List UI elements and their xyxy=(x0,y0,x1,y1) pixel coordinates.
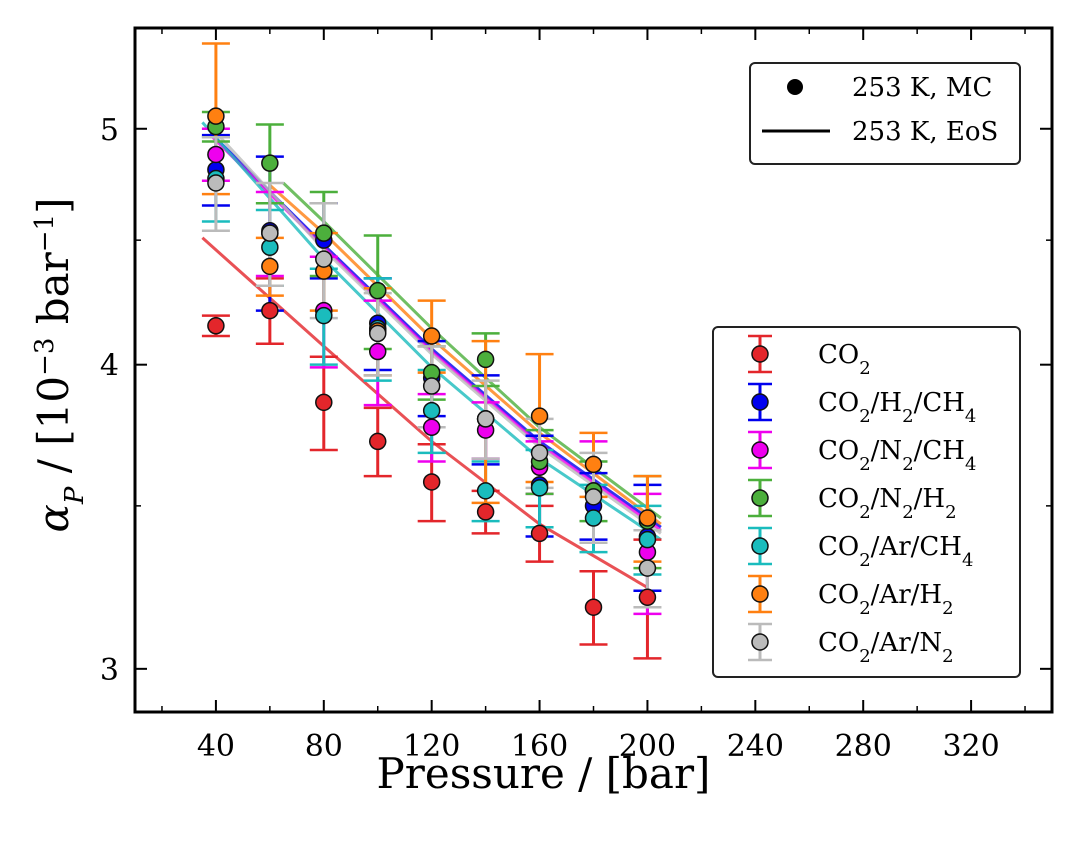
data-point xyxy=(584,509,603,527)
data-point xyxy=(261,257,279,276)
style-legend-frame xyxy=(749,62,1021,165)
legend-entry: CO2/Ar/H2 xyxy=(748,574,954,619)
data-point xyxy=(315,250,333,268)
y-tick-label: 5 xyxy=(100,113,119,148)
legend-label: CO2/Ar/CH4 xyxy=(818,532,973,571)
data-point xyxy=(315,224,333,242)
legend-label: CO2/Ar/H2 xyxy=(818,580,954,619)
legend-entry: CO2 xyxy=(748,334,871,379)
x-axis-title: Pressure / [bar] xyxy=(377,749,711,798)
data-point xyxy=(530,407,549,425)
data-point xyxy=(315,393,333,412)
x-tick-label: 320 xyxy=(942,729,999,764)
x-tick-label: 240 xyxy=(727,729,784,764)
legend-marker xyxy=(751,345,769,363)
legend-entry: CO2/N2/CH4 xyxy=(748,430,976,475)
data-point xyxy=(261,154,279,172)
data-point xyxy=(584,598,603,616)
data-point xyxy=(368,342,387,361)
legend-label: CO2 xyxy=(818,340,871,379)
data-point xyxy=(422,473,441,491)
x-tick-label: 40 xyxy=(197,729,235,764)
legend-entry: CO2/Ar/N2 xyxy=(748,622,954,667)
data-points xyxy=(207,107,657,616)
data-point xyxy=(638,559,657,577)
legend-marker xyxy=(751,393,769,411)
y-tick-label: 4 xyxy=(100,349,119,384)
data-point xyxy=(584,488,603,506)
error-bars xyxy=(201,42,662,660)
data-point xyxy=(207,317,225,335)
series-legend: CO2 CO2/H2/CH4 CO2/N2/CH4 CO2/N2/H2 CO2/Ar/C… xyxy=(712,326,1021,678)
legend-mc-label: 253 K, MC xyxy=(852,73,992,103)
data-point xyxy=(476,482,495,500)
legend-marker xyxy=(751,585,769,603)
axis-titles: Pressure / [bar] αP / [10−3 bar−1] xyxy=(29,198,710,798)
data-point xyxy=(476,503,495,521)
data-point xyxy=(207,174,225,192)
x-tick-label: 280 xyxy=(835,729,892,764)
y-axis-title: αP / [10−3 bar−1] xyxy=(29,198,90,533)
x-tick-label: 160 xyxy=(511,729,568,764)
data-point xyxy=(422,327,441,345)
data-point xyxy=(584,455,603,474)
legend-marker xyxy=(751,441,769,459)
data-point xyxy=(207,107,225,125)
legend-dot-marker xyxy=(787,79,803,95)
legend-label: CO2/H2/CH4 xyxy=(818,388,976,427)
style-legend: 253 K, MC 253 K, EoS xyxy=(749,62,1021,165)
x-tick-label: 80 xyxy=(305,729,343,764)
data-point xyxy=(638,530,657,549)
data-point xyxy=(422,401,441,420)
axes: 40 80 120 160 200 240 280 320 3 4 5 xyxy=(100,26,1054,764)
data-point xyxy=(638,509,657,527)
legend-entry: CO2/Ar/CH4 xyxy=(748,526,973,571)
legend-label: CO2/Ar/N2 xyxy=(818,628,954,667)
data-point xyxy=(476,410,495,428)
data-point xyxy=(530,444,549,462)
data-point xyxy=(207,145,225,164)
data-point xyxy=(368,281,387,300)
legend-marker xyxy=(751,537,769,555)
data-point xyxy=(638,588,657,607)
data-point xyxy=(422,418,441,437)
data-point xyxy=(422,377,441,395)
eos-line-3 xyxy=(282,181,662,520)
series-legend-frame xyxy=(712,326,1021,678)
data-point xyxy=(261,224,279,242)
legend-eos-label: 253 K, EoS xyxy=(852,117,998,147)
y-tick-label: 3 xyxy=(100,653,119,688)
data-point xyxy=(368,324,387,343)
data-point xyxy=(530,524,549,543)
x-tick-label: 200 xyxy=(619,729,676,764)
legend-entry: CO2/N2/H2 xyxy=(748,478,957,523)
legend-marker xyxy=(751,489,769,507)
data-point xyxy=(530,479,549,497)
data-point xyxy=(315,306,333,325)
legend-label: CO2/N2/CH4 xyxy=(818,436,976,475)
legend-label: CO2/N2/H2 xyxy=(818,484,957,523)
x-tick-label: 120 xyxy=(403,729,460,764)
data-point xyxy=(261,301,279,320)
legend-entry: CO2/H2/CH4 xyxy=(748,382,976,427)
legend-marker xyxy=(751,633,769,651)
data-point xyxy=(476,350,495,369)
data-point xyxy=(368,432,387,451)
